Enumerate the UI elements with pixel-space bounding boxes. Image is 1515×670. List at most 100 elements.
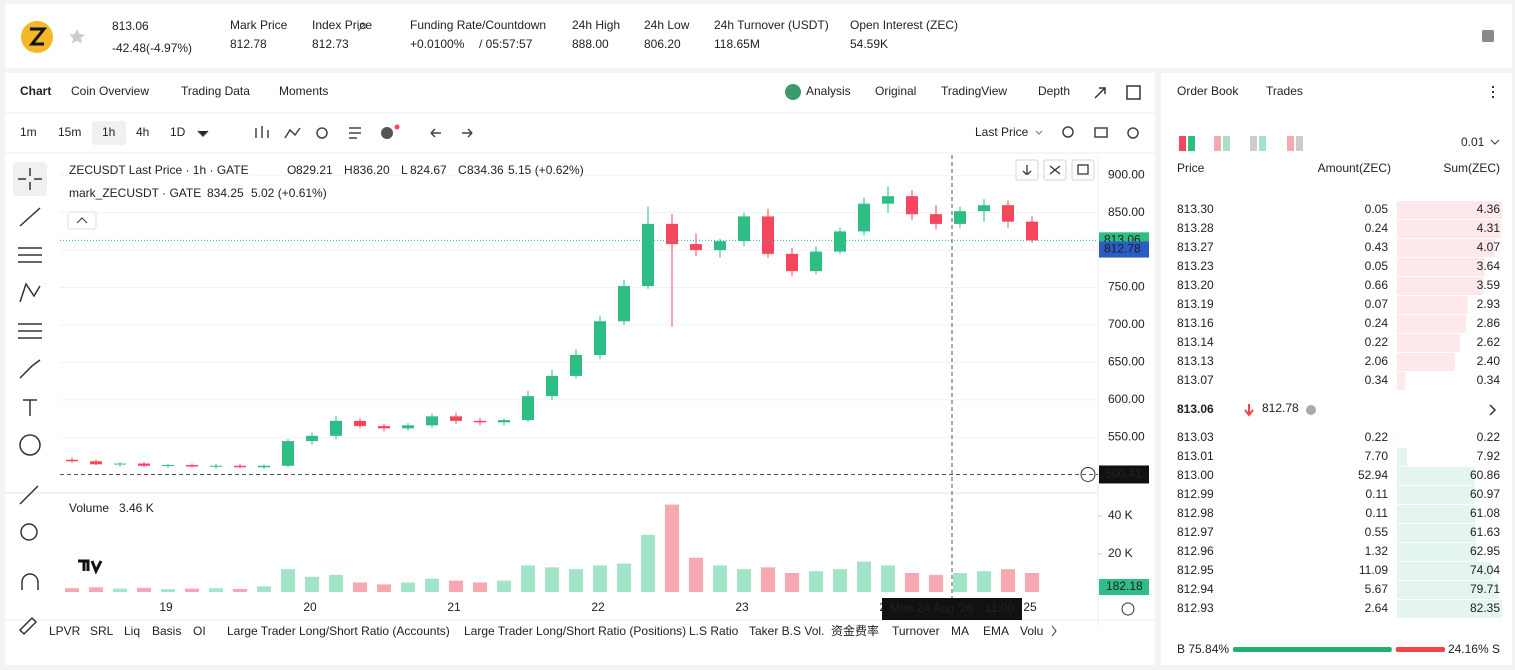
tool-candles[interactable] xyxy=(255,126,269,138)
timeframe[interactable]: 4h xyxy=(136,125,149,139)
tool-fib[interactable] xyxy=(18,323,42,339)
tool-channel[interactable] xyxy=(18,247,42,263)
price-type-select[interactable]: Last Price xyxy=(975,125,1029,139)
layout-icon[interactable] xyxy=(1223,136,1230,151)
chart-tab[interactable]: Chart xyxy=(20,84,51,98)
pane-button[interactable] xyxy=(1043,159,1067,181)
info-icon[interactable] xyxy=(1306,405,1316,415)
book-price[interactable]: 813.03 xyxy=(1177,430,1214,444)
indicator-scroll[interactable] xyxy=(1051,625,1057,637)
indicator-tab[interactable]: Taker B.S Vol. xyxy=(749,624,824,638)
tool-pattern[interactable] xyxy=(19,282,41,303)
layout-icon[interactable] xyxy=(1259,136,1266,151)
tool-zoom[interactable] xyxy=(20,523,38,541)
tool-search[interactable] xyxy=(1062,126,1074,138)
book-price[interactable]: 813.23 xyxy=(1177,259,1214,273)
book-price[interactable]: 812.93 xyxy=(1177,601,1214,615)
drawing-toolbar[interactable] xyxy=(13,162,47,636)
tool-add[interactable] xyxy=(381,127,393,139)
chart-tab[interactable]: Coin Overview xyxy=(71,84,149,98)
indicator-tab[interactable]: MA xyxy=(951,624,969,638)
tool-pencil[interactable] xyxy=(18,616,38,636)
layout-icon[interactable] xyxy=(1296,136,1303,151)
axis-settings[interactable] xyxy=(1121,602,1135,616)
crosshair-add[interactable] xyxy=(1080,466,1096,482)
book-price[interactable]: 813.00 xyxy=(1177,468,1214,482)
pane-button[interactable] xyxy=(1071,159,1095,181)
indicator-tab[interactable]: L.S Ratio xyxy=(689,624,739,638)
tool-undo-redo[interactable] xyxy=(430,128,473,138)
layout-icon[interactable] xyxy=(1287,136,1294,151)
book-price[interactable]: 813.20 xyxy=(1177,278,1214,292)
view-tab[interactable]: Analysis xyxy=(806,84,851,98)
analysis-icon[interactable] xyxy=(785,84,801,100)
menu-icon[interactable] xyxy=(1482,30,1494,42)
timeframe[interactable]: 15m xyxy=(58,125,81,139)
timeframe[interactable]: 1D xyxy=(170,125,186,139)
book-price[interactable]: 813.30 xyxy=(1177,202,1214,216)
layout-icon[interactable] xyxy=(1250,136,1257,151)
indicator-tab[interactable]: Large Trader Long/Short Ratio (Positions… xyxy=(464,624,686,638)
precision[interactable]: 0.01 xyxy=(1461,135,1485,149)
chart-tools[interactable] xyxy=(197,126,1139,139)
book-tab[interactable]: Trades xyxy=(1266,84,1303,98)
tool-ruler[interactable] xyxy=(19,485,39,505)
timeframe[interactable]: 1h xyxy=(102,125,115,139)
book-price[interactable]: 813.13 xyxy=(1177,354,1214,368)
book-tab[interactable]: Order Book xyxy=(1177,84,1239,98)
tool-emoji[interactable] xyxy=(19,434,41,456)
timeframe[interactable]: 1m xyxy=(20,125,37,139)
indicator-tab[interactable]: Basis xyxy=(152,624,181,638)
price-type-arrow[interactable] xyxy=(1035,130,1043,135)
precision-dropdown[interactable] xyxy=(1490,139,1500,145)
pane-button[interactable] xyxy=(1015,159,1039,181)
layout-icon[interactable] xyxy=(1214,136,1221,151)
chart-tab[interactable]: Moments xyxy=(279,84,328,98)
indicator-tab[interactable]: Large Trader Long/Short Ratio (Accounts) xyxy=(227,624,450,638)
book-price[interactable]: 813.19 xyxy=(1177,297,1214,311)
book-price[interactable]: 813.07 xyxy=(1177,373,1214,387)
indicator-tab[interactable]: Volu xyxy=(1020,624,1043,638)
view-tab[interactable]: Depth xyxy=(1038,84,1070,98)
book-price[interactable]: 812.97 xyxy=(1177,525,1214,539)
book-price[interactable]: 813.16 xyxy=(1177,316,1214,330)
tool-dropdown[interactable] xyxy=(197,130,209,138)
tool-magnet[interactable] xyxy=(21,573,39,590)
mid-arrow[interactable] xyxy=(1489,404,1497,416)
tool-settings[interactable] xyxy=(1127,127,1139,139)
chart-tab[interactable]: Trading Data xyxy=(181,84,250,98)
tool-camera[interactable] xyxy=(1094,127,1108,138)
window-icon[interactable] xyxy=(1126,85,1141,100)
tool-text[interactable] xyxy=(23,399,37,416)
indicator-tab[interactable]: Liq xyxy=(124,624,140,638)
layout-icon[interactable] xyxy=(1179,136,1186,151)
favorite-star[interactable] xyxy=(69,29,85,44)
tool-template[interactable] xyxy=(349,127,361,139)
book-price[interactable]: 812.94 xyxy=(1177,582,1214,596)
book-price[interactable]: 812.99 xyxy=(1177,487,1214,501)
view-tab[interactable]: TradingView xyxy=(941,84,1007,98)
link-icon[interactable] xyxy=(357,23,366,32)
book-layout-icons[interactable] xyxy=(1179,136,1303,151)
indicator-tab[interactable]: 资金费率 xyxy=(831,623,879,638)
tool-brush[interactable] xyxy=(19,359,41,379)
book-price[interactable]: 812.96 xyxy=(1177,544,1214,558)
indicator-tab[interactable]: LPVR xyxy=(49,624,81,638)
view-tab[interactable]: Original xyxy=(875,84,916,98)
expand-icon[interactable] xyxy=(1094,87,1106,99)
book-price[interactable]: 812.98 xyxy=(1177,506,1214,520)
indicator-tab[interactable]: SRL xyxy=(90,624,114,638)
layout-icon[interactable] xyxy=(1188,136,1195,151)
book-price[interactable]: 812.95 xyxy=(1177,563,1214,577)
indicator-tab[interactable]: Turnover xyxy=(892,624,940,638)
tool-indicators[interactable] xyxy=(284,127,301,139)
book-price[interactable]: 813.01 xyxy=(1177,449,1214,463)
pane-buttons[interactable] xyxy=(1015,159,1095,181)
book-price[interactable]: 813.14 xyxy=(1177,335,1214,349)
book-price[interactable]: 813.28 xyxy=(1177,221,1214,235)
book-price[interactable]: 813.27 xyxy=(1177,240,1214,254)
indicator-tab[interactable]: OI xyxy=(193,624,206,638)
collapse-button[interactable] xyxy=(67,211,97,230)
tool-cross[interactable] xyxy=(18,168,42,190)
tool-line[interactable] xyxy=(19,207,41,227)
